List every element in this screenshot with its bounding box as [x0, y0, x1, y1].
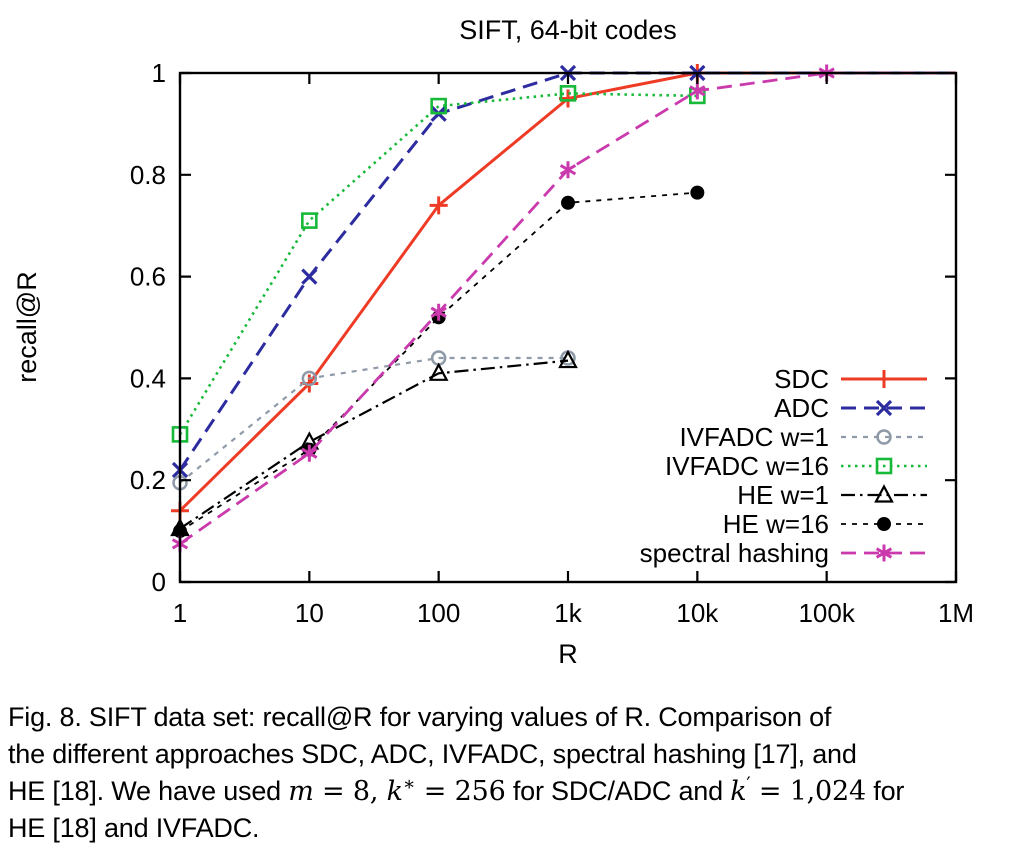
x-tick-label: 100k — [798, 598, 855, 628]
x-tick-label: 10k — [676, 598, 719, 628]
legend-item-spectral-hashing: spectral hashing — [640, 538, 927, 568]
caption-text-segment: the different approaches SDC, ADC, IVFAD… — [8, 739, 857, 769]
y-tick-label: 0 — [152, 567, 166, 597]
caption-math-segment: = 8, — [313, 776, 387, 807]
plot-series — [170, 64, 956, 553]
series-line — [179, 71, 956, 545]
legend-label: HE w=16 — [723, 509, 829, 539]
caption-line: the different approaches SDC, ADC, IVFAD… — [8, 736, 1020, 773]
x-tick-label: 1k — [554, 598, 582, 628]
chart-title: SIFT, 64-bit codes — [459, 15, 677, 45]
x-axis-label: R — [558, 639, 578, 669]
caption-text-segment: for SDC/ADC and — [505, 776, 731, 806]
legend-label: ADC — [774, 393, 829, 423]
y-tick-label: 0.8 — [130, 160, 166, 190]
x-tick-label: 10 — [295, 598, 324, 628]
caption-line: HE [18] and IVFADC. — [8, 810, 1020, 847]
series-line — [178, 71, 956, 512]
caption-math-segment: = 256 — [415, 776, 506, 807]
legend-label: IVFADC w=16 — [665, 451, 829, 481]
series-line — [179, 356, 568, 484]
legend-item-ivfadc-w-1: IVFADC w=1 — [679, 422, 927, 452]
caption-math-segment: m — [288, 776, 314, 807]
legend-item-he-w-16: HE w=16 — [723, 509, 927, 539]
y-axis-label: recall@R — [12, 271, 42, 382]
caption-math-segment: ∗ — [402, 773, 416, 795]
caption-math-segment: k — [386, 776, 403, 807]
recall-chart: SIFT, 64-bit codes recall@R R 1 10 100 1k 10… — [12, 15, 974, 669]
y-tick-label: 1 — [152, 58, 166, 88]
x-tick-label: 100 — [417, 598, 460, 628]
plot-frame-and-ticks — [178, 71, 958, 584]
caption-line: HE [18]. We have used m = 8, k∗ = 256 fo… — [8, 773, 1020, 810]
caption-text-segment: HE [18] and IVFADC. — [8, 813, 260, 843]
x-tick-label: 1 — [173, 598, 187, 628]
y-tick-label: 0.4 — [130, 363, 166, 393]
caption-math-segment: = 1,024 — [750, 776, 866, 807]
caption-math-segment: ′ — [746, 773, 751, 795]
series-ivfadc-w-1 — [172, 350, 576, 491]
x-tick-label: 1M — [938, 598, 974, 628]
series-spectral-hashing — [171, 64, 956, 553]
plot-border — [178, 71, 958, 584]
legend-item-ivfadc-w-16: IVFADC w=16 — [665, 451, 927, 481]
series-ivfadc-w-16 — [171, 85, 706, 443]
legend-label: HE w=1 — [737, 480, 829, 510]
y-tick-label: 0.6 — [130, 262, 166, 292]
axis-tick-labels: 1 10 100 1k 10k 100k 1M 0 0.2 0.4 0.6 0.8 1 — [130, 58, 974, 628]
y-tick-label: 0.2 — [130, 465, 166, 495]
caption-text-segment: Fig. 8. SIFT data set: recall@R for vary… — [8, 702, 832, 732]
legend-label: spectral hashing — [640, 538, 829, 568]
legend-item-sdc: SDC — [774, 364, 927, 394]
legend-label: SDC — [774, 364, 829, 394]
caption-text-segment: HE [18]. We have used — [8, 776, 289, 806]
caption-text-segment: for — [865, 776, 905, 806]
series-sdc — [171, 64, 956, 520]
series-he-w-16 — [173, 185, 705, 539]
legend-item-adc: ADC — [774, 393, 927, 423]
series-line — [178, 92, 698, 436]
caption-math-segment: k — [730, 776, 747, 807]
figure-caption: Fig. 8. SIFT data set: recall@R for vary… — [8, 699, 1020, 847]
legend-label: IVFADC w=1 — [679, 422, 829, 452]
caption-line: Fig. 8. SIFT data set: recall@R for vary… — [8, 699, 1020, 736]
series-adc — [171, 64, 956, 479]
series-he-w-1 — [170, 349, 578, 537]
series-line — [178, 71, 956, 471]
legend-item-he-w-1: HE w=1 — [737, 480, 927, 510]
series-line — [179, 191, 698, 532]
